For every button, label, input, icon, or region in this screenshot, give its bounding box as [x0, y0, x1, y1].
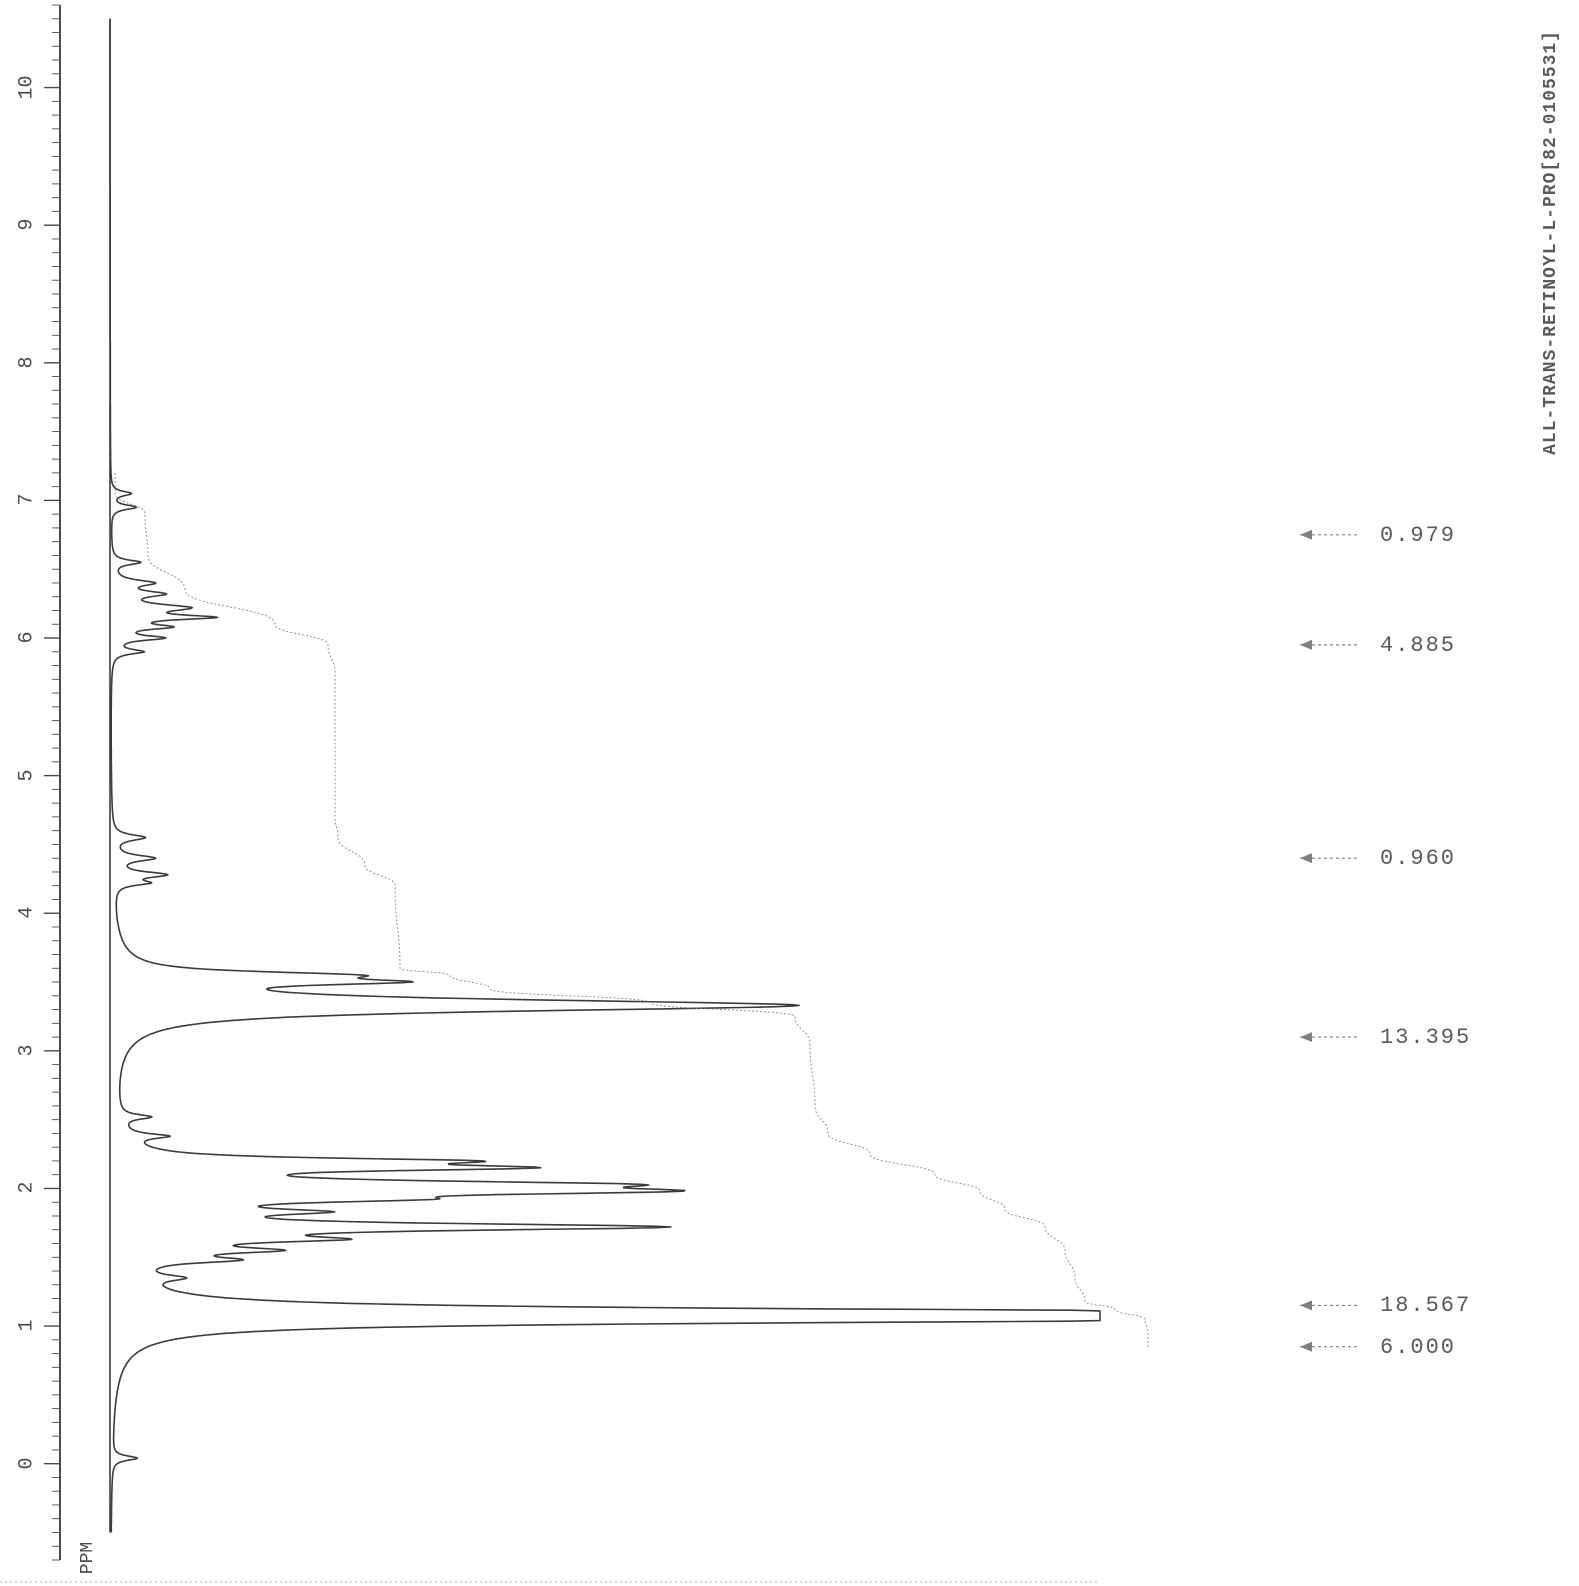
integral-value-1: 4.885 — [1380, 633, 1456, 658]
integral-value-5: 6.000 — [1380, 1335, 1456, 1360]
axis-unit-label: PPM — [78, 1542, 98, 1574]
axis-tick-3: 3 — [16, 1035, 39, 1065]
integral-value-3: 13.395 — [1380, 1025, 1471, 1050]
integral-value-2: 0.960 — [1380, 846, 1456, 871]
integral-value-4: 18.567 — [1380, 1293, 1471, 1318]
axis-tick-1: 1 — [16, 1311, 39, 1341]
axis-tick-0: 0 — [16, 1448, 39, 1478]
axis-tick-2: 2 — [16, 1173, 39, 1203]
axis-tick-7: 7 — [16, 485, 39, 515]
integral-value-0: 0.979 — [1380, 523, 1456, 548]
page-root: ALL-TRANS-RETINOYL-L-PRO[82-0105531] 012… — [0, 0, 1579, 1586]
nmr-plot — [0, 0, 1579, 1586]
axis-tick-4: 4 — [16, 898, 39, 928]
axis-tick-5: 5 — [16, 760, 39, 790]
axis-tick-10: 10 — [16, 72, 39, 102]
axis-tick-8: 8 — [16, 347, 39, 377]
axis-tick-9: 9 — [16, 210, 39, 240]
axis-tick-6: 6 — [16, 623, 39, 653]
